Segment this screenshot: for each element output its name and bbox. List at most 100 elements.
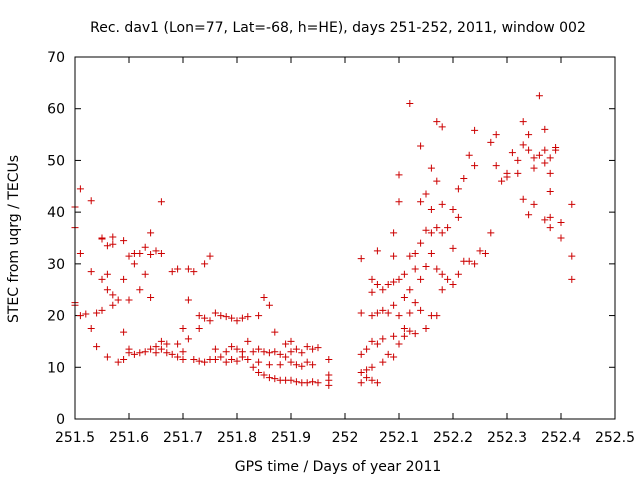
data-point xyxy=(109,301,117,309)
data-point xyxy=(309,378,317,386)
data-point xyxy=(120,356,128,364)
y-tick-label: 30 xyxy=(47,257,65,273)
data-point xyxy=(357,368,365,376)
x-tick-label: 252.1 xyxy=(379,430,419,446)
data-point xyxy=(76,185,84,193)
data-point xyxy=(195,312,203,320)
data-point xyxy=(411,299,419,307)
data-point xyxy=(368,337,376,345)
data-point xyxy=(541,216,549,224)
data-point xyxy=(141,243,149,251)
data-point xyxy=(417,239,425,247)
data-point xyxy=(260,371,268,379)
data-point xyxy=(363,374,371,382)
data-point xyxy=(136,349,144,357)
data-point xyxy=(265,361,273,369)
data-point xyxy=(390,278,398,286)
data-point xyxy=(357,255,365,263)
data-point xyxy=(265,349,273,357)
data-point xyxy=(228,314,236,322)
data-point xyxy=(211,356,219,364)
data-point xyxy=(125,296,133,304)
data-point xyxy=(530,200,538,208)
data-point xyxy=(384,350,392,358)
data-point xyxy=(438,200,446,208)
data-point xyxy=(411,265,419,273)
data-point xyxy=(525,211,533,219)
data-point xyxy=(433,265,441,273)
data-point xyxy=(179,325,187,332)
data-point xyxy=(400,332,408,340)
data-point xyxy=(120,328,128,336)
data-point xyxy=(444,275,452,283)
data-point xyxy=(120,275,128,283)
data-point xyxy=(76,250,84,258)
data-point xyxy=(174,353,182,361)
data-point xyxy=(238,353,246,361)
plot-frame xyxy=(74,56,616,420)
x-tick-label: 251.8 xyxy=(217,430,257,446)
data-point xyxy=(417,142,425,150)
data-point xyxy=(444,224,452,232)
data-point xyxy=(379,286,387,294)
data-point xyxy=(98,306,106,314)
data-point xyxy=(535,151,543,159)
data-point xyxy=(152,247,160,255)
data-point xyxy=(98,275,106,283)
data-point xyxy=(179,348,187,356)
data-point xyxy=(147,345,155,353)
x-axis-label: GPS time / Days of year 2011 xyxy=(235,459,442,475)
data-point xyxy=(190,356,198,364)
y-tick-label: 60 xyxy=(47,102,65,118)
data-point xyxy=(471,260,479,268)
data-point xyxy=(152,343,160,351)
data-point xyxy=(400,325,408,332)
data-point xyxy=(433,224,441,232)
data-point xyxy=(114,296,122,304)
data-point xyxy=(363,366,371,374)
data-point xyxy=(417,198,425,206)
y-tick-label: 50 xyxy=(47,153,65,169)
data-point xyxy=(390,301,398,309)
data-point xyxy=(406,309,414,317)
data-point xyxy=(255,368,263,376)
x-tick-label: 251.9 xyxy=(271,430,311,446)
data-point xyxy=(427,229,435,237)
data-point xyxy=(395,171,403,179)
data-point xyxy=(206,252,214,260)
data-point xyxy=(276,350,284,358)
data-point xyxy=(373,247,381,255)
data-point xyxy=(184,265,192,273)
data-point xyxy=(368,275,376,283)
data-point xyxy=(368,363,376,371)
data-point xyxy=(141,270,149,278)
y-tick-label: 70 xyxy=(47,50,65,66)
data-point xyxy=(400,293,408,301)
data-point xyxy=(395,275,403,283)
data-point xyxy=(546,213,554,221)
data-point xyxy=(368,288,376,296)
data-point xyxy=(298,362,306,370)
data-point xyxy=(384,281,392,289)
data-point xyxy=(438,286,446,294)
data-point xyxy=(427,164,435,172)
data-point xyxy=(87,197,95,205)
data-point xyxy=(546,169,554,177)
chart-title: Rec. dav1 (Lon=77, Lat=-68, h=HE), days … xyxy=(90,20,586,36)
data-point xyxy=(546,154,554,162)
data-point xyxy=(363,345,371,353)
data-point xyxy=(492,162,500,170)
data-point xyxy=(282,340,290,348)
y-axis-label: STEC from uqrg / TECUs xyxy=(6,155,22,323)
data-point xyxy=(508,149,516,157)
data-point xyxy=(422,226,430,234)
data-point xyxy=(498,177,506,185)
data-point xyxy=(325,381,333,389)
data-point xyxy=(217,353,225,361)
data-point xyxy=(422,190,430,198)
data-point xyxy=(130,260,138,268)
data-point xyxy=(136,286,144,294)
data-point xyxy=(557,218,565,226)
